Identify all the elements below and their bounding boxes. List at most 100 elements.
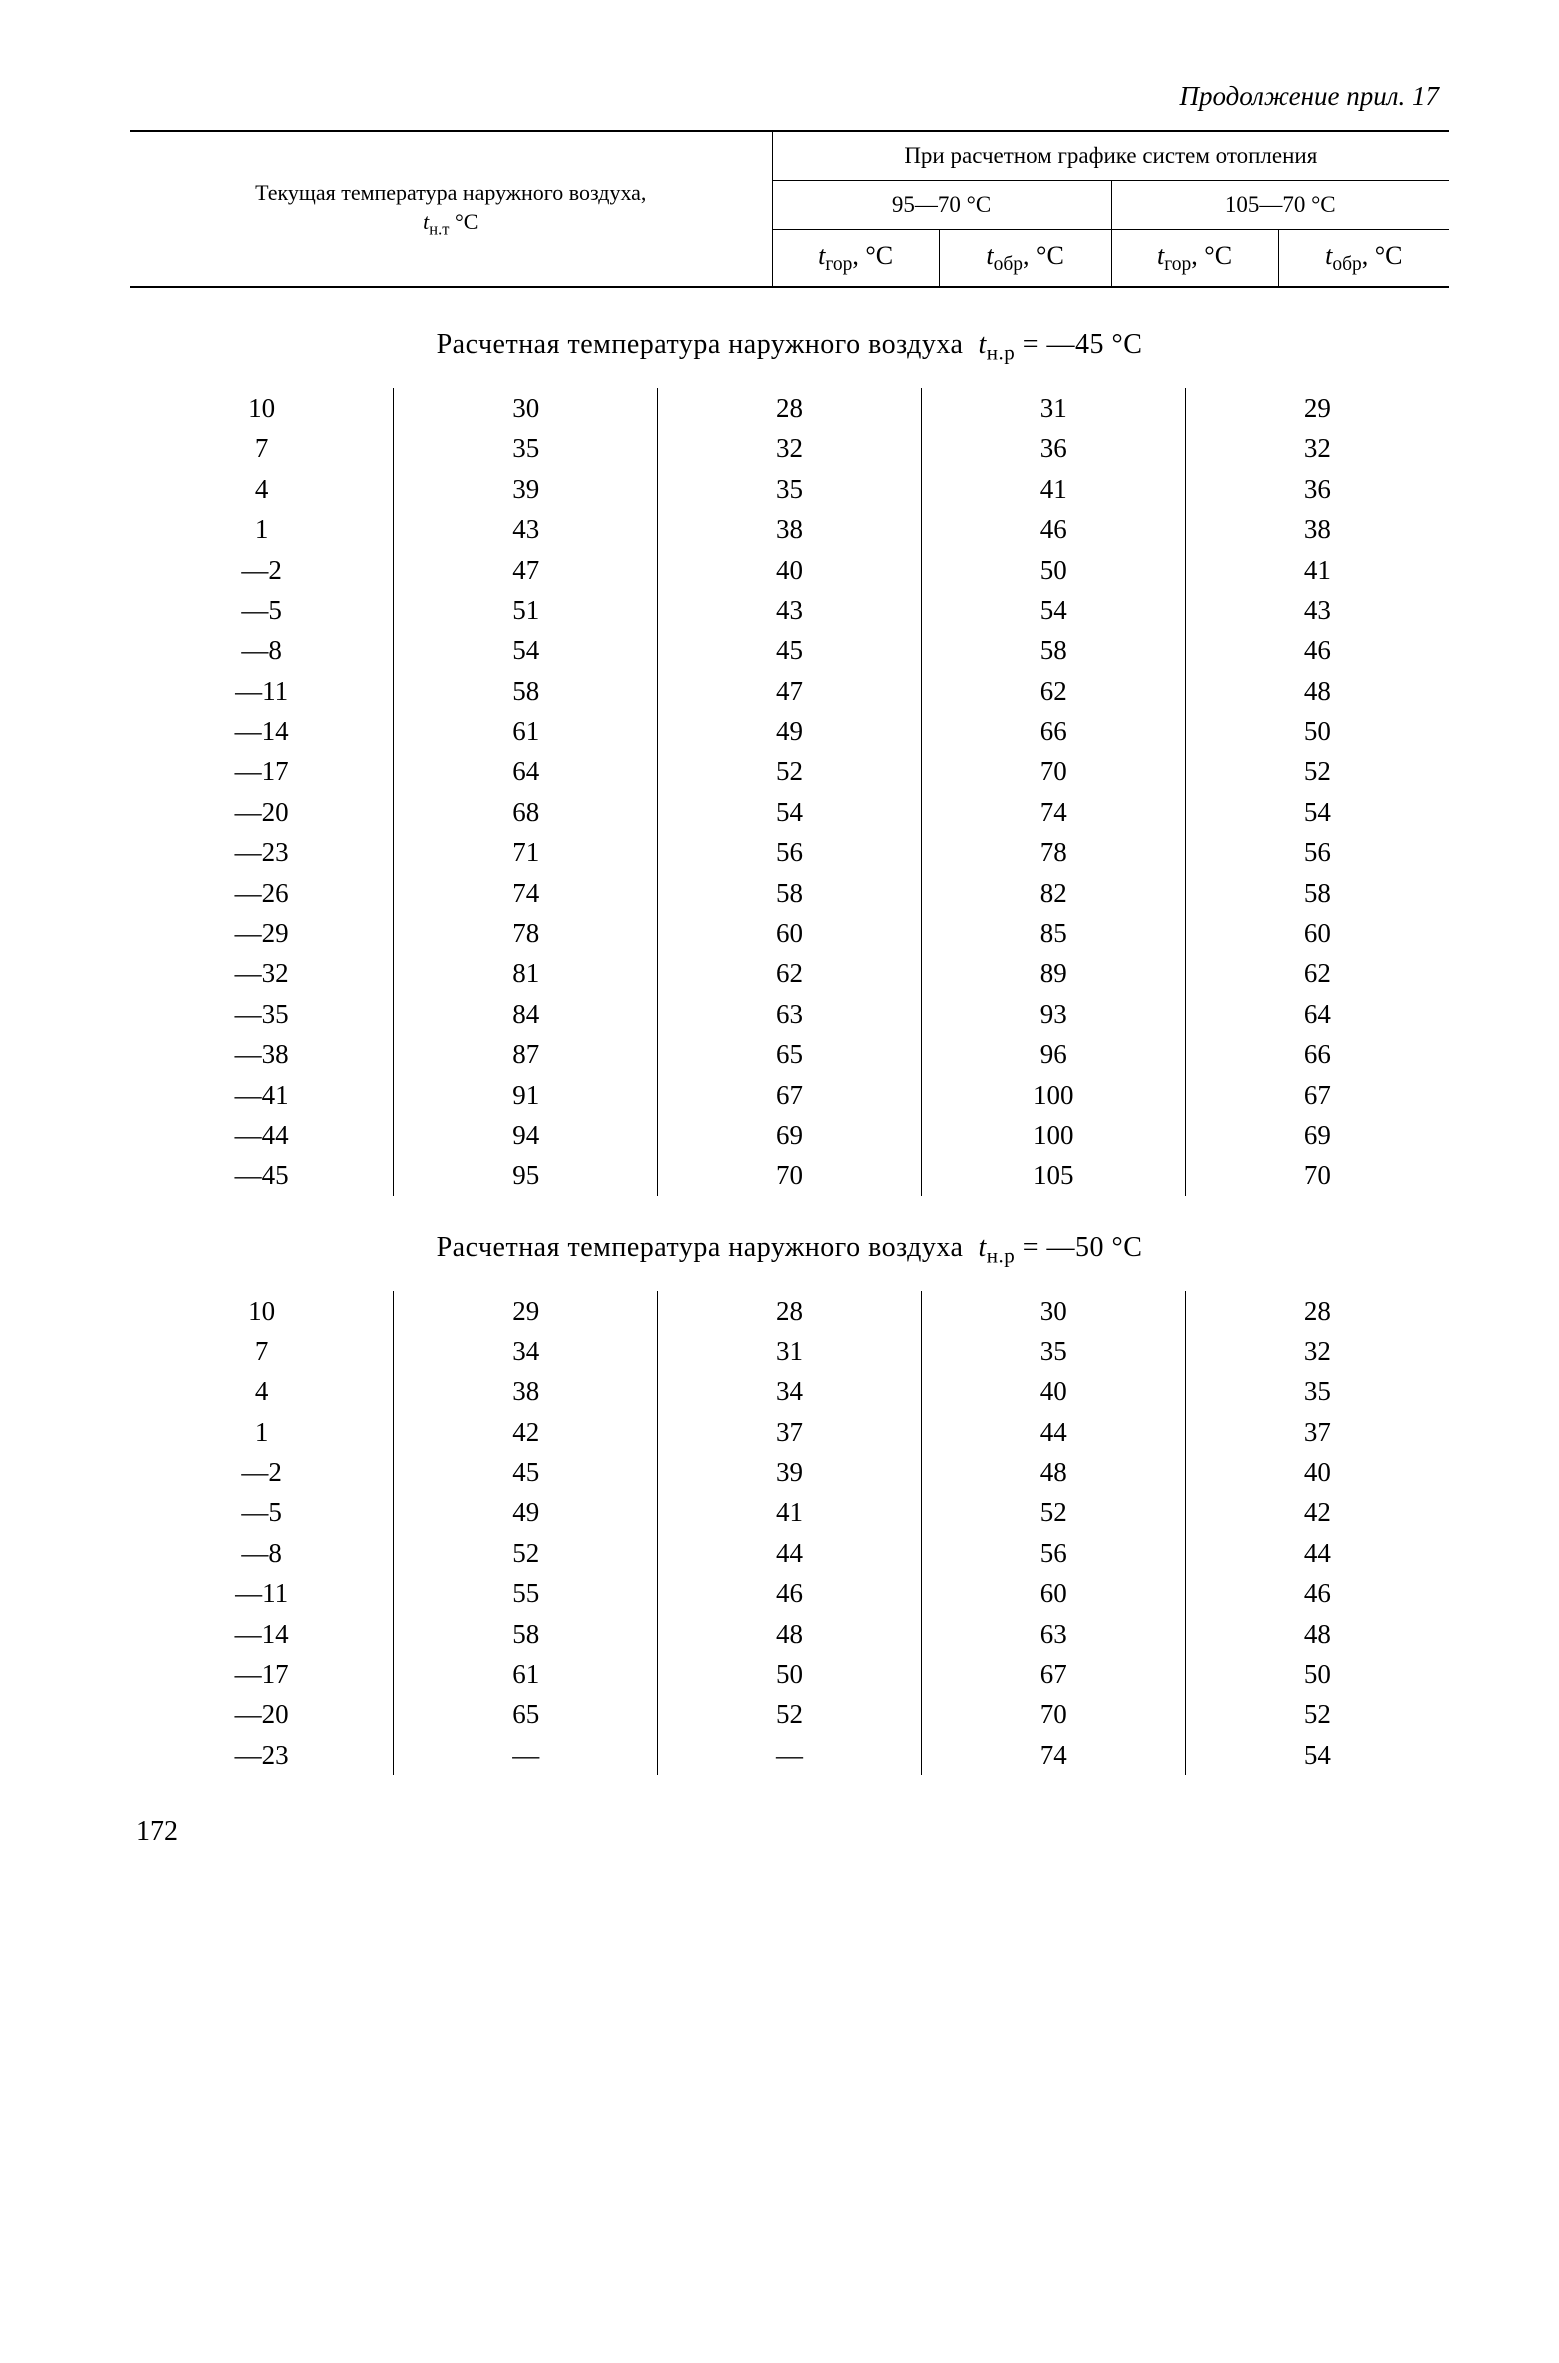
table-row: —245394840 xyxy=(130,1452,1449,1492)
table-cell: 40 xyxy=(658,550,922,590)
table-cell: 46 xyxy=(1185,1573,1449,1613)
table-cell: 58 xyxy=(394,671,658,711)
table-cell: 30 xyxy=(921,1291,1185,1331)
table-cell: 45 xyxy=(658,630,922,670)
table-cell: 43 xyxy=(658,590,922,630)
table-cell: 43 xyxy=(394,509,658,549)
table-cell: 32 xyxy=(1185,428,1449,468)
table-cell: 105 xyxy=(921,1155,1185,1195)
table-row: —2068547454 xyxy=(130,792,1449,832)
table-row: —854455846 xyxy=(130,630,1449,670)
table-cell: 100 xyxy=(921,1075,1185,1115)
table-row: —1761506750 xyxy=(130,1654,1449,1694)
table-row: —3584639364 xyxy=(130,994,1449,1034)
table-row: —247405041 xyxy=(130,550,1449,590)
table-cell: 69 xyxy=(1185,1115,1449,1155)
table-row: —2371567856 xyxy=(130,832,1449,872)
header-col0-text: Текущая температура наружного воздуха, xyxy=(255,180,646,205)
table-row: —852445644 xyxy=(130,1533,1449,1573)
table-cell: 95 xyxy=(394,1155,658,1195)
table-cell: 58 xyxy=(921,630,1185,670)
table-cell: —20 xyxy=(130,1694,394,1734)
table-cell: 38 xyxy=(1185,509,1449,549)
table-cell: 67 xyxy=(921,1654,1185,1694)
table-cell: 60 xyxy=(658,913,922,953)
table-cell: 52 xyxy=(1185,1694,1449,1734)
table-cell: 39 xyxy=(394,469,658,509)
table-cell: —14 xyxy=(130,1614,394,1654)
table-cell: 7 xyxy=(130,428,394,468)
table-cell: 1 xyxy=(130,1412,394,1452)
table-cell: 40 xyxy=(921,1371,1185,1411)
table-cell: 55 xyxy=(394,1573,658,1613)
section2-table: 1029283028734313532438344035142374437—24… xyxy=(130,1291,1449,1776)
table-row: 143384638 xyxy=(130,509,1449,549)
table-cell: 41 xyxy=(921,469,1185,509)
table-cell: 48 xyxy=(658,1614,922,1654)
table-cell: 65 xyxy=(658,1034,922,1074)
table-cell: 36 xyxy=(1185,469,1449,509)
table-cell: 37 xyxy=(658,1412,922,1452)
table-cell: —5 xyxy=(130,590,394,630)
table-cell: 78 xyxy=(921,832,1185,872)
table-cell: 50 xyxy=(921,550,1185,590)
table-cell: 61 xyxy=(394,1654,658,1694)
table-cell: —23 xyxy=(130,1735,394,1775)
table-cell: 35 xyxy=(921,1331,1185,1371)
table-cell: 54 xyxy=(1185,792,1449,832)
table-cell: 78 xyxy=(394,913,658,953)
table-row: 438344035 xyxy=(130,1371,1449,1411)
table-cell: 66 xyxy=(921,711,1185,751)
header-group1: 95—70 °C xyxy=(772,180,1111,229)
section1-title: Расчетная температура наружного воздуха … xyxy=(130,328,1449,366)
table-row: —1458486348 xyxy=(130,1614,1449,1654)
table-cell: —2 xyxy=(130,1452,394,1492)
table-cell: 50 xyxy=(658,1654,922,1694)
section1-table: 1030283129735323632439354136143384638—24… xyxy=(130,388,1449,1196)
table-cell: —17 xyxy=(130,751,394,791)
table-cell: 54 xyxy=(394,630,658,670)
table-cell: 64 xyxy=(394,751,658,791)
table-cell: 44 xyxy=(658,1533,922,1573)
table-row: 1029283028 xyxy=(130,1291,1449,1331)
table-cell: 32 xyxy=(658,428,922,468)
table-cell: 60 xyxy=(1185,913,1449,953)
table-cell: 52 xyxy=(921,1492,1185,1532)
table-cell: —29 xyxy=(130,913,394,953)
table-row: —1155466046 xyxy=(130,1573,1449,1613)
table-cell: 42 xyxy=(1185,1492,1449,1532)
table-cell: 28 xyxy=(658,388,922,428)
table-cell: 62 xyxy=(1185,953,1449,993)
table-cell: 51 xyxy=(394,590,658,630)
table-cell: 41 xyxy=(1185,550,1449,590)
table-cell: 34 xyxy=(658,1371,922,1411)
table-cell: 60 xyxy=(921,1573,1185,1613)
table-row: —1764527052 xyxy=(130,751,1449,791)
table-cell: 74 xyxy=(394,873,658,913)
table-cell: 69 xyxy=(658,1115,922,1155)
table-cell: 58 xyxy=(1185,873,1449,913)
table-cell: 52 xyxy=(658,751,922,791)
table-cell: 48 xyxy=(1185,671,1449,711)
table-cell: —45 xyxy=(130,1155,394,1195)
table-cell: 10 xyxy=(130,388,394,428)
table-cell: 70 xyxy=(1185,1155,1449,1195)
table-row: —44946910069 xyxy=(130,1115,1449,1155)
table-row: —1158476248 xyxy=(130,671,1449,711)
table-row: —1461496650 xyxy=(130,711,1449,751)
table-cell: —38 xyxy=(130,1034,394,1074)
table-cell: 70 xyxy=(658,1155,922,1195)
table-cell: 82 xyxy=(921,873,1185,913)
table-cell: 35 xyxy=(1185,1371,1449,1411)
table-cell: —11 xyxy=(130,671,394,711)
table-row: —549415242 xyxy=(130,1492,1449,1532)
table-cell: —14 xyxy=(130,711,394,751)
table-cell: 74 xyxy=(921,1735,1185,1775)
header-sub2: tобр, °C xyxy=(939,229,1111,287)
table-row: —2065527052 xyxy=(130,1694,1449,1734)
page-number: 172 xyxy=(136,1815,1449,1849)
header-sub1: tгор, °C xyxy=(772,229,939,287)
table-cell: 49 xyxy=(394,1492,658,1532)
table-cell: 62 xyxy=(658,953,922,993)
table-cell: 46 xyxy=(1185,630,1449,670)
